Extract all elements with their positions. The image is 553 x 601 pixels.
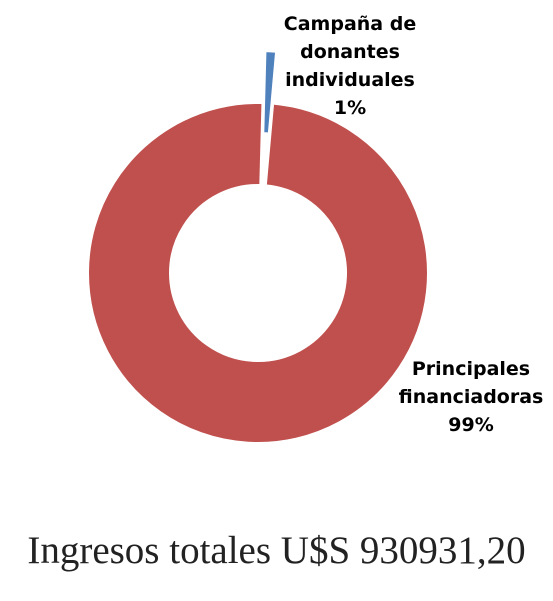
- donut-slice-0: [262, 50, 278, 135]
- donut-slice-1: [87, 102, 429, 444]
- donut-chart: [87, 50, 429, 444]
- slice-label-principales: Principales financiadoras 99%: [398, 358, 544, 436]
- total-income-text: Ingresos totales U$S 930931,20: [27, 529, 526, 572]
- slice-label-campana: Campaña de donantes individuales 1%: [283, 13, 417, 119]
